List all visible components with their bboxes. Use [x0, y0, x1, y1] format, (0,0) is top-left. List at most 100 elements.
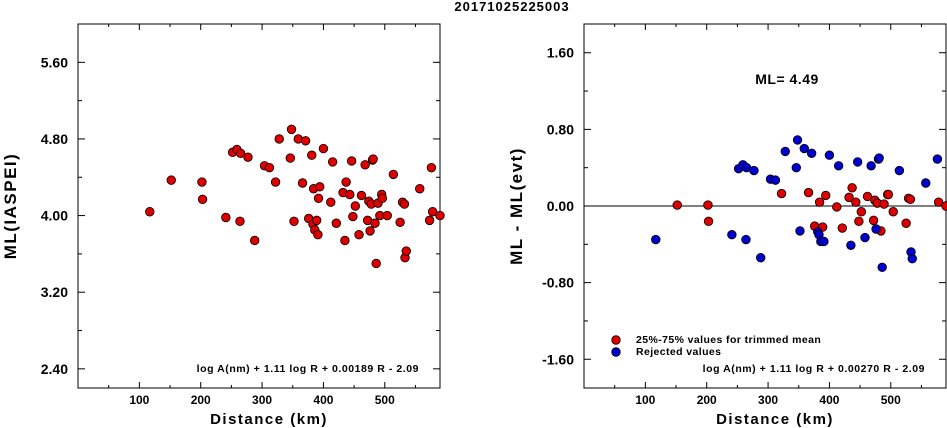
data-point [877, 262, 887, 273]
series-0 [145, 124, 445, 269]
data-point [318, 143, 329, 154]
data-point [270, 177, 281, 187]
x-tick-label: 100 [635, 393, 655, 407]
data-point [871, 224, 881, 234]
data-point [821, 190, 831, 201]
data-point [427, 207, 438, 217]
data-point [833, 161, 844, 171]
data-point [852, 157, 863, 167]
data-point [285, 153, 295, 163]
data-point [307, 150, 317, 160]
data-point [426, 162, 437, 173]
data-point [197, 177, 207, 187]
data-point [326, 197, 336, 207]
data-point [341, 177, 351, 187]
data-point [862, 191, 873, 202]
data-point [401, 246, 411, 256]
legend-label: Rejected values [636, 346, 721, 358]
x-tick-label: 400 [313, 393, 333, 407]
data-point [799, 143, 809, 154]
x-tick-label: 400 [819, 393, 839, 407]
data-point [905, 194, 916, 204]
panel-ml-residual: 100 200 300 400 500 -1.60 -0.80 0.00 0.80 1.60 Dis… [507, 23, 947, 428]
data-point [933, 197, 944, 207]
data-point [907, 253, 917, 264]
y-tick-label: 4.00 [41, 208, 68, 224]
data-point [424, 215, 435, 226]
data-point [370, 218, 380, 228]
data-point [860, 232, 870, 243]
data-point [354, 230, 364, 240]
data-point [874, 153, 884, 163]
x-tick-label: 500 [375, 393, 395, 407]
data-point [854, 216, 864, 227]
data-point [932, 154, 943, 164]
x-tick-label: 500 [881, 393, 901, 407]
data-point [331, 218, 342, 228]
data-point [749, 165, 759, 176]
legend-marker [611, 347, 621, 357]
data-point [868, 215, 879, 226]
data-point [770, 175, 781, 185]
x-axis-label: Distance (km) [210, 411, 328, 428]
data-point [792, 135, 803, 145]
data-point [166, 175, 176, 185]
x-tick-label: 300 [252, 393, 272, 407]
y-tick-label: 5.60 [41, 54, 68, 70]
data-point [866, 161, 876, 171]
data-point [756, 253, 766, 263]
data-point [435, 210, 445, 221]
y-tick-label: 2.40 [41, 361, 68, 377]
data-point [824, 150, 835, 160]
data-point [313, 193, 324, 204]
data-point [819, 236, 829, 247]
x-tick-label: 300 [758, 393, 778, 407]
data-point [814, 197, 825, 207]
data-point [264, 162, 275, 173]
data-point [888, 207, 898, 217]
series-1 [651, 135, 943, 273]
x-tick-label: 200 [697, 393, 717, 407]
data-point [289, 216, 299, 227]
data-point [221, 212, 231, 223]
y-tick-label: -1.60 [542, 351, 574, 367]
y-tick-label: 3.20 [41, 284, 68, 300]
data-point [776, 188, 787, 199]
data-point [346, 156, 357, 166]
data-point [340, 235, 350, 246]
legend-marker [611, 335, 621, 345]
y-tick-label: -0.80 [542, 275, 574, 291]
data-point [243, 152, 253, 162]
data-point [921, 178, 931, 188]
data-point [297, 178, 308, 188]
data-point [286, 124, 297, 135]
data-point [313, 230, 323, 240]
data-point [377, 193, 388, 204]
data-point [348, 211, 358, 222]
plot-frame [77, 23, 441, 389]
data-point [879, 199, 889, 209]
y-tick-label: 4.80 [41, 131, 68, 147]
data-point [651, 234, 661, 245]
data-point [703, 200, 713, 210]
data-point [415, 184, 425, 194]
y-axis-label: ML(IASPEI) [1, 153, 20, 260]
data-point [274, 134, 284, 144]
data-point [851, 197, 861, 207]
data-point [371, 258, 381, 269]
data-point [197, 194, 208, 204]
data-point [350, 201, 361, 211]
ml-annotation: ML= 4.49 [755, 71, 819, 87]
data-point [368, 154, 378, 164]
data-point [791, 162, 801, 173]
formula-text: log A(nm) + 1.11 log R + 0.00189 R - 2.0… [197, 363, 419, 375]
data-point [780, 146, 790, 157]
x-axis-label: Distance (km) [716, 411, 834, 428]
formula-text: log A(nm) + 1.11 log R + 0.00270 R - 2.0… [703, 363, 925, 375]
data-point [315, 182, 325, 192]
data-point [300, 136, 311, 146]
data-point [145, 207, 155, 217]
data-point [846, 240, 856, 250]
data-point [803, 187, 814, 198]
